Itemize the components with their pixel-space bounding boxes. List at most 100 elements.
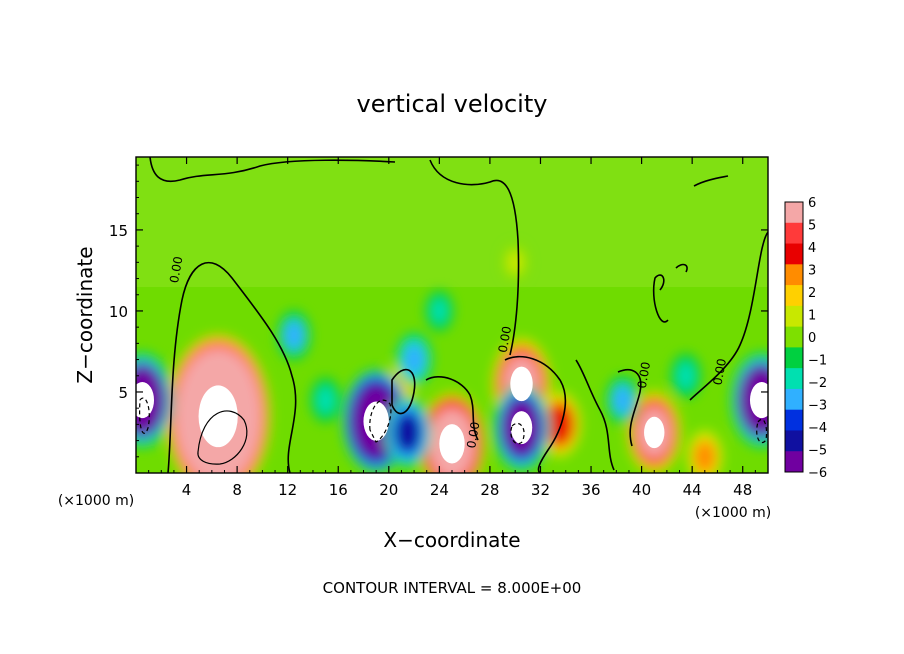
- x-tick-label: 40: [632, 481, 651, 499]
- x-tick-label: 16: [329, 481, 348, 499]
- out-of-range-core: [363, 401, 389, 441]
- contour-interval-footer: CONTOUR INTERVAL = 8.000E+00: [323, 579, 582, 597]
- x-tick-label: 20: [379, 481, 398, 499]
- y-tick-label: 5: [118, 384, 128, 402]
- y-axis: 5 10 15: [109, 164, 768, 458]
- field-feature: [310, 377, 341, 423]
- field-feature: [537, 391, 582, 458]
- colorbar-label: −6: [808, 466, 827, 481]
- contour-line: [429, 159, 520, 356]
- contour-line: [675, 263, 688, 273]
- x-tick-label: 24: [430, 481, 449, 499]
- out-of-range-core: [439, 424, 465, 464]
- field-level: [430, 298, 449, 324]
- field-level: [676, 361, 696, 390]
- out-of-range-core: [749, 381, 768, 419]
- field-level: [506, 249, 525, 276]
- contour-label: 0.00: [711, 357, 729, 386]
- contour-line-negative: [756, 418, 768, 444]
- plot-area: 0.00 0.00 0.00 0.00 0.00: [136, 157, 768, 473]
- x-tick-label: 12: [278, 481, 297, 499]
- x-tick-label: 44: [683, 481, 702, 499]
- field-level: [403, 343, 425, 376]
- contour-line: [425, 376, 479, 441]
- colorbar: 6 5 4 3 2 1 0 −1 −2 −3 −4 −5 −6: [784, 196, 827, 481]
- field-level: [612, 385, 633, 415]
- field-feature: [502, 244, 528, 281]
- colorbar-frame: [784, 201, 804, 473]
- out-of-range-core: [510, 411, 533, 445]
- chart-title: vertical velocity: [357, 90, 548, 118]
- x-tick-label: 8: [232, 481, 242, 499]
- contour-label: 0.00: [167, 255, 185, 284]
- contour-line-negative: [369, 399, 392, 443]
- x-tick-label: 36: [581, 481, 600, 499]
- field-feature: [384, 397, 431, 468]
- colorbar-swatch: [785, 409, 803, 431]
- field-feature: [606, 375, 640, 425]
- colorbar-swatch: [785, 368, 803, 390]
- colorbar-swatch: [785, 243, 803, 265]
- field-feature: [670, 353, 702, 399]
- contour-line: [167, 261, 297, 473]
- out-of-range-core: [510, 366, 533, 402]
- x-axis: 4 8 12 16 20 24 28 32 36 40 44 48: [148, 157, 756, 499]
- colorbar-swatch: [785, 430, 803, 452]
- y-axis-label: Z−coordinate: [73, 246, 97, 383]
- colorbar-swatch: [785, 451, 803, 473]
- x-tick-label: 32: [531, 481, 550, 499]
- colorbar-swatch: [785, 305, 803, 328]
- out-of-range-core: [136, 381, 155, 419]
- contour-line: [391, 368, 416, 415]
- out-of-range-core: [644, 416, 665, 449]
- field-level: [694, 441, 716, 473]
- colorbar-label: 0: [808, 331, 816, 346]
- colorbar-label: 3: [808, 264, 816, 279]
- contour-line-negative: [510, 422, 525, 445]
- colorbar-label: 6: [808, 196, 816, 211]
- colorbar-label: −4: [808, 421, 827, 436]
- colorbar-swatch: [785, 202, 803, 224]
- contour-line: [504, 355, 567, 473]
- colorbar-label: 5: [808, 219, 816, 234]
- colorbar-swatch: [785, 326, 803, 348]
- field-feature: [687, 430, 723, 473]
- colorbar-label: 1: [808, 309, 816, 324]
- colorbar-swatch: [785, 347, 803, 369]
- contour-line: [575, 359, 615, 471]
- contour-line-negative: [139, 397, 150, 434]
- colorbar-label: −2: [808, 376, 827, 391]
- contour-line: [197, 410, 248, 465]
- contour-label: 0.00: [464, 421, 482, 450]
- x-tick-label: 48: [733, 481, 752, 499]
- contour-label: 0.00: [635, 361, 653, 390]
- x-unit-label: (×1000 m): [695, 505, 771, 521]
- colorbar-swatch: [785, 264, 803, 286]
- contour-line: [689, 231, 768, 401]
- colorbar-swatch: [785, 285, 803, 307]
- upper-band: [136, 157, 768, 287]
- colorbar-label: 2: [808, 286, 816, 301]
- field-feature: [425, 290, 454, 332]
- y-tick-label: 15: [109, 222, 128, 240]
- colorbar-label: 4: [808, 241, 816, 256]
- contour-line: [652, 274, 669, 323]
- colorbar-swatch: [785, 388, 803, 411]
- field-feature: [277, 310, 311, 360]
- contour-label: 0.00: [496, 325, 514, 354]
- colorbar-swatch: [785, 222, 803, 245]
- y-unit-label: (×1000 m): [58, 493, 134, 509]
- field-level: [284, 320, 304, 350]
- colorbar-label: −3: [808, 399, 827, 414]
- colorbar-label: −1: [808, 354, 827, 369]
- x-tick-label: 28: [480, 481, 499, 499]
- field-level: [547, 406, 572, 443]
- contour-line: [693, 175, 729, 187]
- y-tick-label: 10: [109, 303, 128, 321]
- field-level: [395, 413, 421, 452]
- colorbar-label: −5: [808, 444, 827, 459]
- out-of-range-core: [198, 385, 238, 448]
- x-axis-label: X−coordinate: [383, 528, 520, 552]
- field-level: [316, 385, 336, 415]
